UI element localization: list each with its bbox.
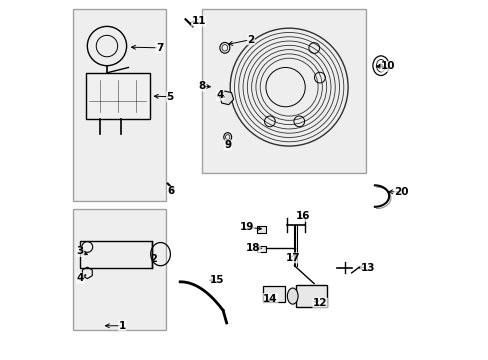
Ellipse shape (287, 288, 298, 304)
Text: 14: 14 (263, 294, 277, 303)
Text: 18: 18 (245, 243, 260, 253)
Bar (80, 241, 151, 267)
Text: 20: 20 (394, 187, 408, 197)
Bar (296, 285, 326, 307)
Text: 2: 2 (247, 35, 254, 45)
Bar (257, 226, 265, 233)
Text: 9: 9 (224, 140, 231, 150)
Text: 11: 11 (191, 16, 205, 26)
Text: 4: 4 (216, 90, 224, 100)
Text: 5: 5 (166, 92, 173, 102)
Bar (263, 286, 285, 302)
Text: 2: 2 (150, 253, 157, 264)
Text: 4: 4 (76, 273, 84, 283)
Text: 15: 15 (209, 275, 224, 285)
Text: 7: 7 (156, 43, 163, 53)
Bar (257, 246, 265, 252)
Text: 8: 8 (198, 81, 205, 91)
FancyBboxPatch shape (73, 9, 165, 202)
Bar (85, 73, 149, 119)
Text: 12: 12 (312, 298, 327, 308)
Text: 19: 19 (239, 222, 253, 232)
Text: 6: 6 (167, 186, 175, 197)
Text: 16: 16 (295, 211, 309, 221)
Text: 1: 1 (119, 321, 126, 331)
FancyBboxPatch shape (73, 208, 165, 330)
Text: 13: 13 (360, 262, 374, 273)
FancyBboxPatch shape (201, 9, 365, 173)
Circle shape (378, 64, 382, 68)
Text: 3: 3 (77, 247, 83, 256)
Text: 17: 17 (285, 253, 300, 263)
Text: 10: 10 (380, 62, 394, 71)
